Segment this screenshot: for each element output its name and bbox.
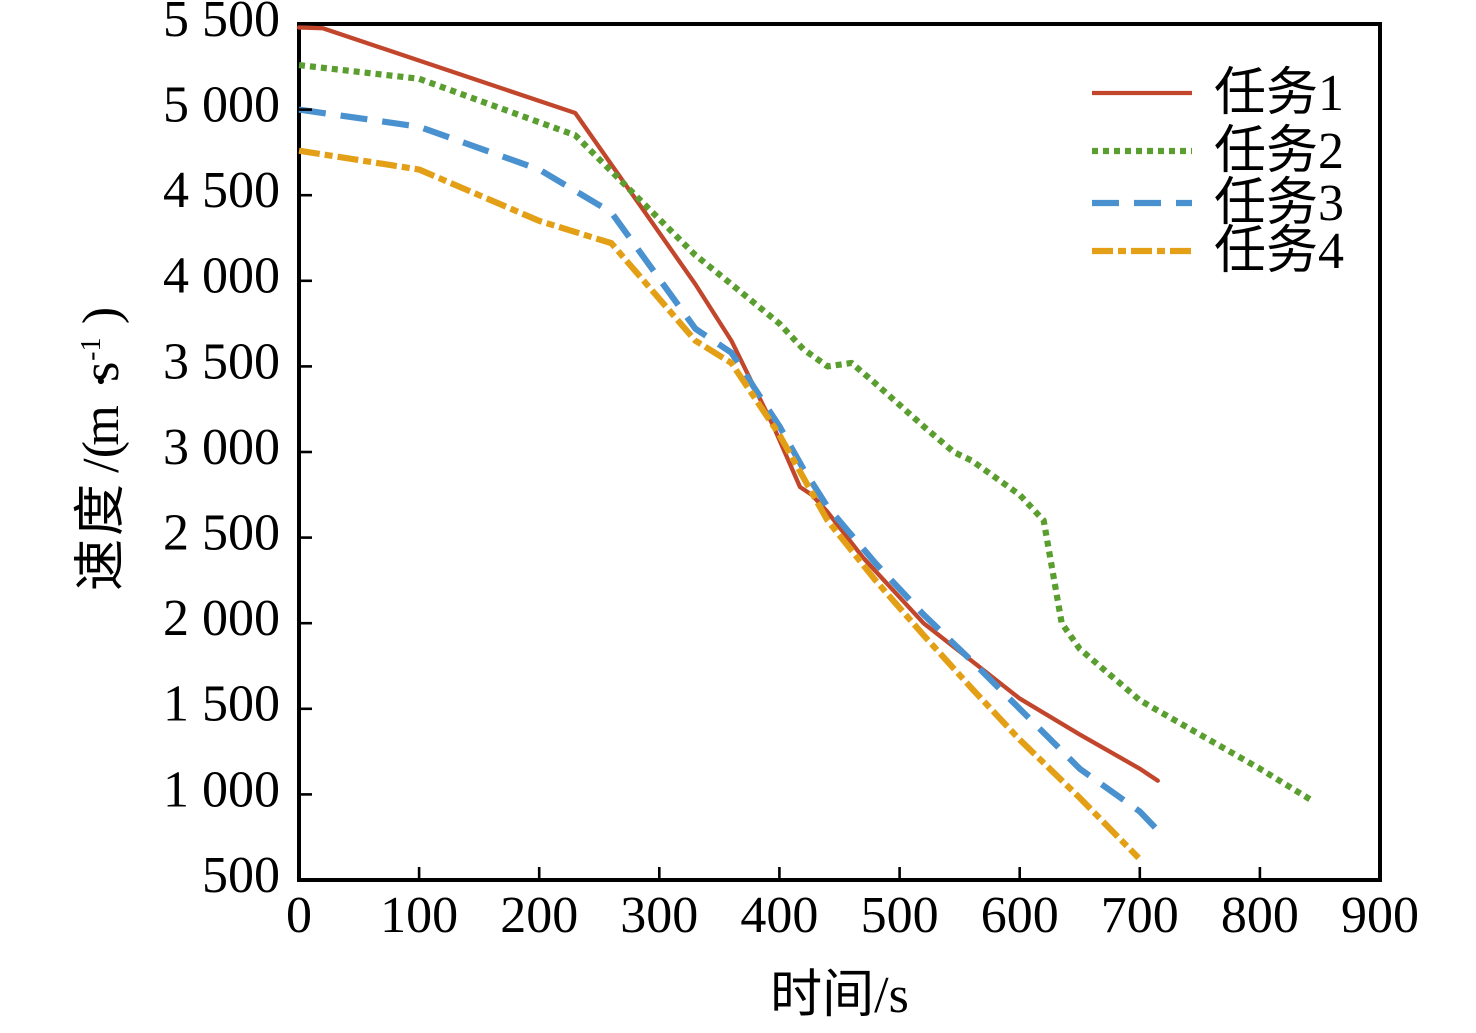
svg-text:任务2: 任务2 xyxy=(1214,123,1344,180)
svg-text:100: 100 xyxy=(380,887,458,944)
svg-text:700: 700 xyxy=(1101,887,1179,944)
svg-text:0: 0 xyxy=(286,887,312,944)
svg-text:5 000: 5 000 xyxy=(163,77,280,134)
svg-text:-1: -1 xyxy=(76,338,107,361)
svg-text:时间/s: 时间/s xyxy=(770,967,909,1024)
svg-text:4 000: 4 000 xyxy=(163,248,280,305)
svg-text:4 500: 4 500 xyxy=(163,162,280,219)
svg-text:1 500: 1 500 xyxy=(163,676,280,733)
svg-text:3 000: 3 000 xyxy=(163,419,280,476)
svg-text:1 000: 1 000 xyxy=(163,761,280,818)
svg-text:任务1: 任务1 xyxy=(1214,65,1344,122)
svg-text:800: 800 xyxy=(1221,887,1299,944)
svg-text:2 500: 2 500 xyxy=(163,505,280,562)
svg-text:600: 600 xyxy=(981,887,1059,944)
svg-text:2 000: 2 000 xyxy=(163,590,280,647)
svg-text:500: 500 xyxy=(202,847,280,904)
svg-text:3 500: 3 500 xyxy=(163,333,280,390)
svg-text:300: 300 xyxy=(620,887,698,944)
svg-text:400: 400 xyxy=(740,887,818,944)
svg-text:500: 500 xyxy=(861,887,939,944)
svg-text:5 500: 5 500 xyxy=(163,0,280,48)
svg-text:200: 200 xyxy=(500,887,578,944)
svg-text:任务4: 任务4 xyxy=(1214,223,1344,280)
svg-text:900: 900 xyxy=(1341,887,1419,944)
